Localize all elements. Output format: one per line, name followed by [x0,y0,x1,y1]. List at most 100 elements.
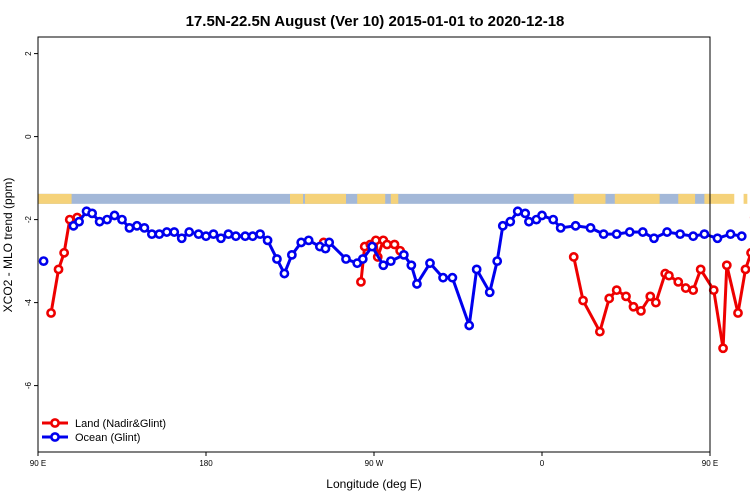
data-point [176,233,187,244]
x-tick-label: 0 [540,459,545,468]
data-point [746,248,750,258]
data-point [492,256,503,266]
series-segment [572,256,585,301]
data-point [636,305,646,316]
data-point [664,270,674,281]
data-point [223,229,234,240]
data-point [484,287,495,298]
data-point [412,279,422,289]
data-point [471,264,482,275]
data-point [611,285,622,296]
data-point [594,326,605,337]
series-ocean [38,206,747,331]
data-point [382,239,392,250]
series-segment [725,264,740,314]
data-point [568,252,579,262]
data-point [193,229,204,240]
x-axis-label: Longitude (deg E) [326,477,421,491]
data-point [324,237,335,248]
series-segment [467,269,479,326]
data-point [132,220,142,231]
series-segment [581,299,602,333]
data-point [645,291,656,302]
y-tick-label: -6 [24,381,33,389]
series-segment [49,269,61,314]
data-point [247,231,258,242]
data-point [548,214,559,225]
legend-label: Ocean (Glint) [75,432,140,444]
x-tick-label: 90 E [30,459,46,468]
data-point [94,216,105,227]
chart-title: 17.5N-22.5N August (Ver 10) 2015-01-01 t… [186,13,565,30]
data-point [208,229,219,240]
data-point [721,260,732,271]
data-point [578,295,588,306]
x-tick-label: 180 [199,459,213,468]
data-point [356,276,366,287]
series-segment [359,246,367,283]
data-point [303,235,314,246]
data-point [102,214,112,225]
data-point [59,247,70,258]
data-point [216,233,226,244]
data-point [398,249,409,260]
y-tick-label: 2 [24,51,33,56]
legend-label: Land (Nadir&Glint) [75,418,166,430]
data-point [725,229,736,240]
data-point [87,208,98,219]
series-segment [488,260,499,293]
data-point [611,229,622,240]
data-point [296,237,307,248]
data-point [406,260,417,271]
land-sea-band [38,193,748,204]
data-point [464,320,475,331]
y-tick-label: 0 [24,134,33,139]
series-segment [721,265,729,349]
data-point [385,256,396,266]
x-tick-label: 90 E [702,459,718,468]
data-point [520,208,531,219]
data-point [688,231,699,242]
x-tick-label: 90 W [365,459,384,468]
data-point [708,285,719,296]
data-point [650,297,661,308]
land-band-segment [678,193,696,204]
data-point [662,227,672,237]
data-point [201,231,211,242]
data-point [624,227,635,237]
plot-series [38,206,750,354]
data-point [230,231,241,242]
data-point [621,291,631,302]
data-point [675,229,686,240]
data-point [712,233,723,244]
data-point [699,229,710,240]
data-point [357,254,368,264]
legend: Land (Nadir&Glint) Ocean (Glint) [42,418,166,444]
data-point [585,222,596,233]
data-point [740,264,750,275]
data-point [262,235,273,246]
y-tick-label: -4 [24,298,33,306]
data-point [124,222,135,233]
land-band-segment [357,193,386,204]
data-point [74,216,84,227]
y-tick-label: -2 [24,215,33,223]
data-point [649,233,659,244]
land-band-segment [573,193,606,204]
data-point [255,229,266,240]
data-point [524,216,534,227]
data-point [505,216,516,227]
data-point [378,260,389,271]
data-point [673,276,684,287]
data-point [169,227,180,237]
data-point [555,222,566,233]
series-segment [598,298,611,333]
data-point [570,220,581,231]
data-point [733,308,743,318]
data-point [637,227,648,237]
data-point [425,258,435,269]
land-band-segment [704,193,735,204]
data-point [604,293,615,304]
data-point [154,229,165,240]
